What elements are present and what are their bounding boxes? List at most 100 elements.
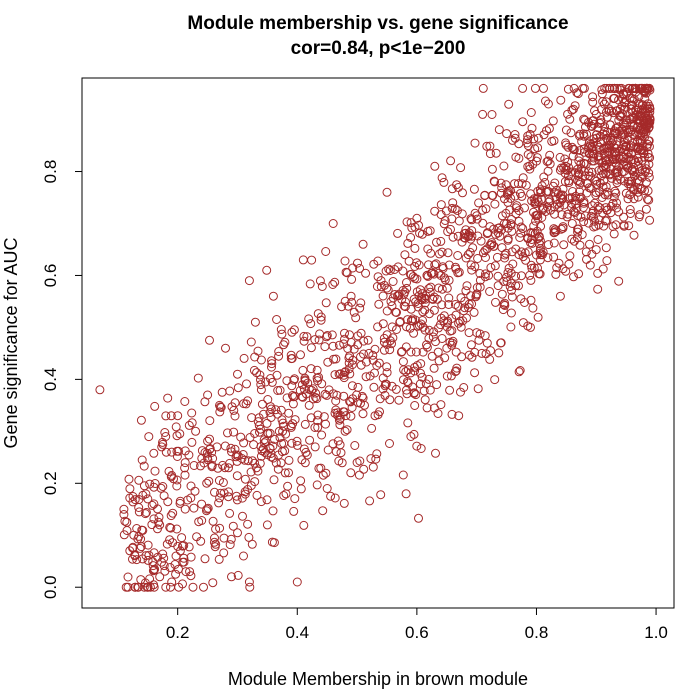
data-point: [476, 236, 486, 246]
data-point: [143, 582, 153, 592]
data-point: [308, 394, 318, 404]
data-point: [378, 384, 388, 394]
data-point: [417, 289, 427, 299]
data-point: [574, 176, 584, 186]
data-point: [635, 118, 645, 128]
data-point: [518, 252, 528, 262]
data-point: [618, 90, 628, 100]
data-point: [172, 481, 182, 491]
data-point: [487, 164, 497, 174]
data-point: [639, 146, 649, 156]
data-point: [346, 411, 356, 421]
data-point: [579, 147, 589, 157]
data-point: [499, 161, 509, 171]
data-point: [606, 201, 616, 211]
data-point: [477, 348, 487, 358]
data-point: [289, 506, 299, 516]
data-point: [398, 357, 408, 367]
data-point: [491, 297, 500, 307]
data-point: [518, 83, 528, 93]
data-point: [335, 420, 345, 430]
data-point: [333, 436, 343, 446]
data-point: [392, 325, 401, 334]
data-point: [244, 577, 254, 587]
data-point: [544, 124, 554, 134]
data-point: [566, 128, 576, 138]
data-point: [280, 337, 290, 347]
data-point: [500, 301, 510, 310]
data-point: [262, 520, 272, 530]
data-point: [490, 375, 500, 385]
data-point: [437, 300, 447, 310]
data-point: [535, 269, 545, 279]
data-point: [165, 522, 175, 532]
data-point: [263, 429, 273, 439]
data-point: [365, 371, 375, 381]
data-point: [598, 182, 608, 192]
data-point: [601, 216, 611, 226]
data-point: [123, 572, 133, 582]
data-point: [412, 213, 422, 223]
data-point: [378, 319, 388, 329]
data-point: [416, 368, 425, 378]
data-point: [626, 209, 635, 218]
data-point: [218, 460, 228, 470]
data-point: [549, 252, 559, 262]
data-point: [149, 565, 159, 575]
data-point: [305, 435, 315, 445]
data-point: [642, 101, 652, 111]
data-point: [540, 178, 550, 187]
data-point: [276, 458, 286, 468]
data-point: [611, 123, 621, 133]
data-point: [497, 289, 507, 299]
data-point: [591, 190, 601, 200]
data-point: [143, 540, 153, 550]
data-point: [552, 263, 562, 273]
data-point: [627, 84, 637, 94]
data-point: [358, 239, 368, 249]
data-point: [446, 156, 456, 166]
data-point: [621, 142, 631, 152]
data-point: [478, 83, 488, 93]
data-point: [216, 403, 226, 412]
data-point: [429, 363, 439, 373]
data-point: [350, 441, 360, 450]
data-point: [569, 272, 578, 282]
data-point: [340, 426, 350, 436]
data-point: [159, 561, 169, 571]
data-point: [238, 511, 247, 521]
data-point: [256, 497, 266, 507]
data-point: [288, 399, 298, 409]
data-point: [467, 215, 477, 225]
data-point: [560, 154, 570, 164]
data-point: [626, 182, 636, 192]
data-point: [139, 461, 149, 471]
data-point: [609, 192, 619, 202]
data-point: [143, 555, 153, 565]
data-point: [337, 302, 347, 312]
data-point: [580, 115, 590, 125]
data-point: [187, 408, 197, 418]
data-point: [525, 164, 535, 174]
data-point: [379, 333, 389, 343]
data-point: [274, 450, 283, 460]
data-point: [520, 203, 529, 213]
data-point: [563, 209, 573, 219]
data-point: [282, 393, 292, 403]
data-point: [282, 376, 292, 386]
data-point: [233, 369, 242, 379]
data-point: [375, 394, 385, 404]
data-point: [644, 159, 654, 169]
data-point: [246, 337, 256, 347]
data-point: [249, 440, 259, 450]
data-point: [472, 283, 482, 292]
data-point: [361, 268, 371, 278]
data-point: [328, 280, 338, 289]
data-point: [490, 177, 500, 187]
data-point: [417, 293, 427, 303]
data-point: [250, 458, 260, 468]
data-point: [640, 88, 650, 98]
data-point: [394, 395, 404, 405]
data-point: [268, 441, 278, 451]
data-point: [557, 210, 567, 220]
